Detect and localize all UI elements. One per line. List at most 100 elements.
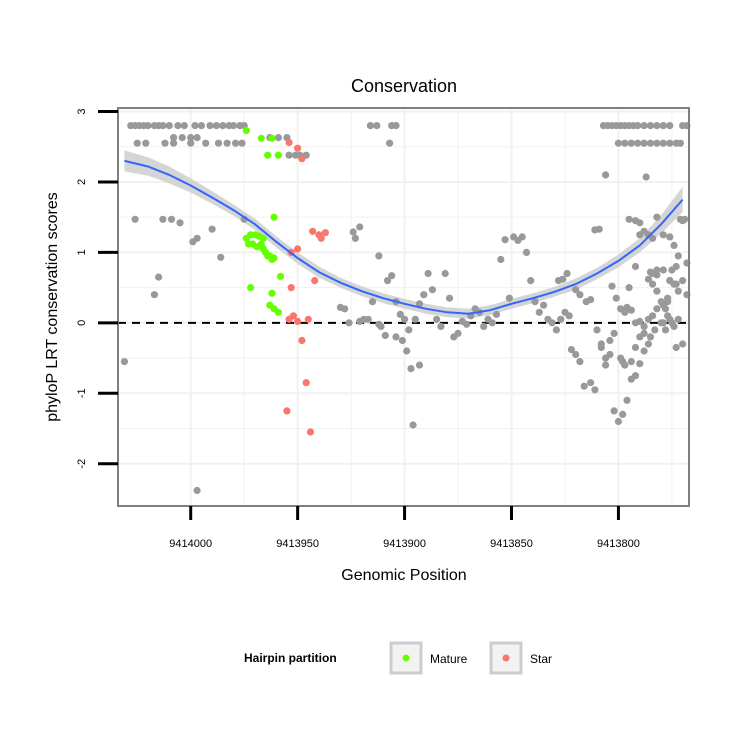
data-point-mature <box>264 151 272 159</box>
data-point-other <box>433 315 441 323</box>
data-point-other <box>563 269 571 278</box>
data-point-other <box>623 396 631 404</box>
data-point-other <box>659 122 667 130</box>
data-points <box>120 122 691 495</box>
data-point-other <box>368 298 377 306</box>
data-point-other <box>640 122 648 130</box>
data-point-other <box>522 248 531 256</box>
data-point-other <box>386 139 394 147</box>
data-point-star <box>287 284 295 292</box>
data-point-other <box>625 284 633 292</box>
data-point-other <box>463 320 471 328</box>
data-point-star <box>302 379 310 387</box>
data-point-other <box>651 326 659 334</box>
data-point-other <box>674 315 682 323</box>
data-point-other <box>567 346 576 354</box>
data-point-other <box>679 340 687 348</box>
data-point-other <box>388 272 396 280</box>
data-point-other <box>445 294 454 302</box>
data-point-other <box>232 139 240 147</box>
data-point-other <box>576 358 584 366</box>
x-tick-label: 9413800 <box>597 538 640 550</box>
data-point-other <box>165 122 173 130</box>
data-point-other <box>366 122 374 130</box>
data-point-other <box>480 322 488 330</box>
legend-title: Hairpin partition <box>244 651 337 665</box>
data-point-other <box>608 282 616 290</box>
data-point-other <box>424 269 432 278</box>
data-point-other <box>548 319 556 327</box>
data-point-other <box>401 315 409 323</box>
data-point-star <box>289 312 297 320</box>
series-other <box>120 122 691 495</box>
data-point-mature <box>274 308 282 316</box>
data-point-other <box>375 320 383 328</box>
legend-dot-star <box>502 654 510 662</box>
data-point-other <box>202 139 210 147</box>
data-point-other <box>238 139 246 147</box>
data-point-other <box>285 151 293 159</box>
data-point-star <box>298 336 306 345</box>
data-point-other <box>208 225 216 233</box>
data-point-other <box>392 122 400 130</box>
data-point-other <box>176 219 184 227</box>
data-point-other <box>180 122 188 130</box>
data-point-mature <box>247 284 255 292</box>
data-point-other <box>150 291 158 299</box>
data-point-other <box>349 228 357 236</box>
data-point-other <box>144 122 152 130</box>
y-axis: -2 -1 0 1 2 3 <box>76 108 118 469</box>
data-point-other <box>619 410 627 418</box>
data-point-other <box>631 262 640 271</box>
data-point-other <box>565 312 573 320</box>
data-point-star <box>294 245 302 253</box>
data-point-other <box>627 306 635 314</box>
x-axis-title: Genomic Position <box>341 567 466 584</box>
data-point-other <box>189 238 197 246</box>
data-point-other <box>614 139 623 147</box>
data-point-other <box>345 319 353 327</box>
data-point-other <box>212 122 220 130</box>
data-point-other <box>396 310 404 318</box>
data-point-other <box>535 308 543 316</box>
data-point-other <box>653 287 661 295</box>
data-point-other <box>625 215 633 223</box>
data-point-other <box>191 122 199 130</box>
data-point-other <box>670 241 678 249</box>
data-point-star <box>304 315 312 323</box>
data-point-star <box>311 277 319 285</box>
data-point-other <box>187 139 195 147</box>
data-point-mature <box>242 126 250 135</box>
data-point-other <box>649 234 657 242</box>
data-point-other <box>373 122 381 130</box>
data-point-other <box>672 262 680 271</box>
data-point-other <box>627 139 635 147</box>
data-point-other <box>409 421 417 429</box>
data-point-star <box>294 317 302 325</box>
data-point-other <box>428 286 436 294</box>
series-star <box>283 138 329 436</box>
data-point-other <box>640 139 648 147</box>
data-point-other <box>634 122 642 130</box>
data-point-mature <box>274 151 282 159</box>
data-point-other <box>488 319 496 327</box>
y-tick-label: 1 <box>76 249 88 255</box>
data-point-other <box>640 322 648 330</box>
data-point-other <box>580 382 588 390</box>
data-point-mature <box>270 213 278 221</box>
data-point-other <box>159 122 167 130</box>
data-point-other <box>178 134 186 142</box>
data-point-other <box>659 266 667 274</box>
x-axis: 9414000 9413950 9413900 9413850 9413800 <box>169 506 640 550</box>
data-point-other <box>621 139 629 147</box>
data-point-mature <box>257 134 265 142</box>
data-point-other <box>492 310 501 318</box>
data-point-other <box>576 291 584 299</box>
data-point-other <box>602 171 610 179</box>
data-point-other <box>441 269 449 278</box>
data-point-other <box>155 273 163 281</box>
data-point-other <box>497 255 505 264</box>
data-point-other <box>676 139 685 147</box>
data-point-other <box>664 298 672 306</box>
